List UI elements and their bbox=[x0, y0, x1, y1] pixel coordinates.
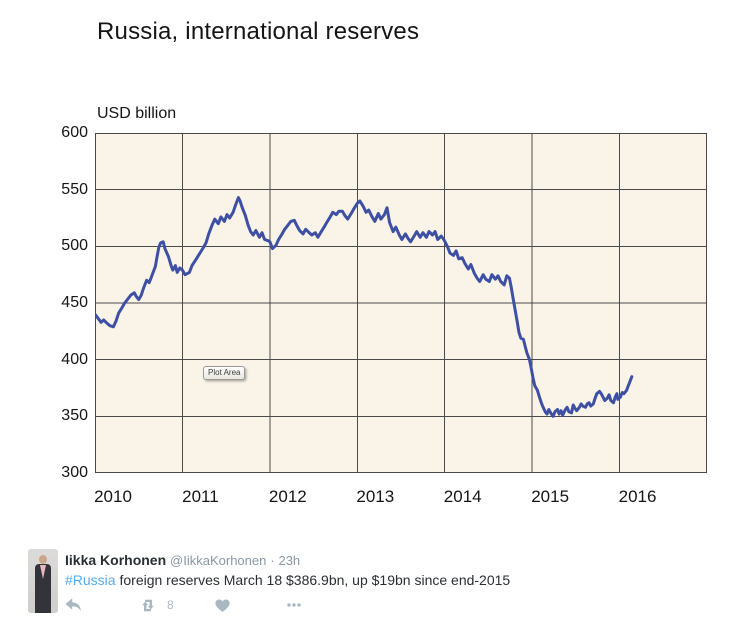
tweet-display-name[interactable]: Iikka Korhonen bbox=[65, 552, 167, 568]
heart-icon bbox=[215, 599, 230, 612]
chart-title: Russia, international reserves bbox=[97, 18, 420, 45]
x-tick-label: 2010 bbox=[94, 487, 132, 506]
x-tick-label: 2011 bbox=[182, 487, 219, 506]
more-icon bbox=[286, 603, 301, 607]
hashtag-link[interactable]: #Russia bbox=[65, 572, 116, 588]
avatar[interactable] bbox=[28, 549, 58, 613]
y-tick-label: 600 bbox=[61, 124, 88, 141]
reserves-line-chart bbox=[95, 133, 707, 473]
plot-area-tooltip: Plot Area bbox=[203, 366, 246, 380]
reply-button[interactable] bbox=[64, 597, 82, 613]
like-button[interactable] bbox=[214, 598, 231, 613]
y-axis-title: USD billion bbox=[97, 105, 177, 122]
retweet-count: 8 bbox=[167, 598, 174, 612]
y-tick-label: 300 bbox=[61, 464, 88, 481]
x-tick-label: 2013 bbox=[356, 487, 395, 506]
avatar-figure-suit bbox=[35, 564, 51, 613]
x-tick-label: 2016 bbox=[618, 487, 657, 506]
more-button[interactable] bbox=[285, 598, 303, 612]
tweet-text: #Russia foreign reserves March 18 $386.9… bbox=[65, 572, 510, 588]
y-tick-label: 400 bbox=[61, 350, 88, 368]
y-tick-label: 550 bbox=[61, 180, 88, 198]
y-tick-label: 450 bbox=[61, 294, 88, 311]
x-tick-label: 2012 bbox=[268, 487, 307, 506]
retweet-icon bbox=[142, 599, 154, 611]
reply-icon bbox=[65, 598, 81, 612]
avatar-figure-shirt bbox=[40, 565, 46, 579]
tweet-actions: 8 bbox=[64, 597, 344, 613]
tweet-separator: · bbox=[270, 553, 275, 568]
y-tick-label: 500 bbox=[61, 237, 88, 255]
x-tick-label: 2015 bbox=[531, 487, 570, 506]
avatar-figure-head bbox=[39, 555, 47, 564]
plot-area bbox=[95, 133, 707, 473]
retweet-button[interactable]: 8 bbox=[138, 598, 174, 613]
y-tick-label: 350 bbox=[61, 407, 88, 425]
tweet-handle[interactable]: @IikkaKorhonen bbox=[170, 553, 267, 568]
tweet-timestamp[interactable]: 23h bbox=[278, 553, 301, 568]
tweet-header: Iikka Korhonen @IikkaKorhonen · 23h bbox=[65, 552, 300, 568]
x-tick-label: 2014 bbox=[443, 487, 482, 506]
tweet-text-body: foreign reserves March 18 $386.9bn, up $… bbox=[115, 572, 511, 588]
